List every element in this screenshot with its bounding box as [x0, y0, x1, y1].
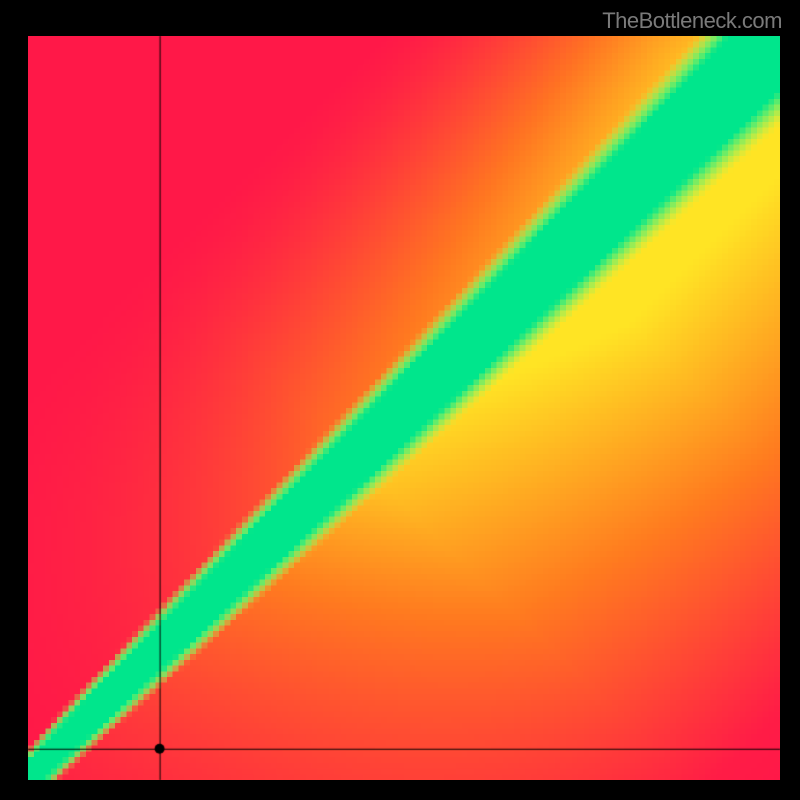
crosshair-overlay: [0, 0, 800, 800]
chart-container: TheBottleneck.com: [0, 0, 800, 800]
watermark-text: TheBottleneck.com: [602, 8, 782, 34]
